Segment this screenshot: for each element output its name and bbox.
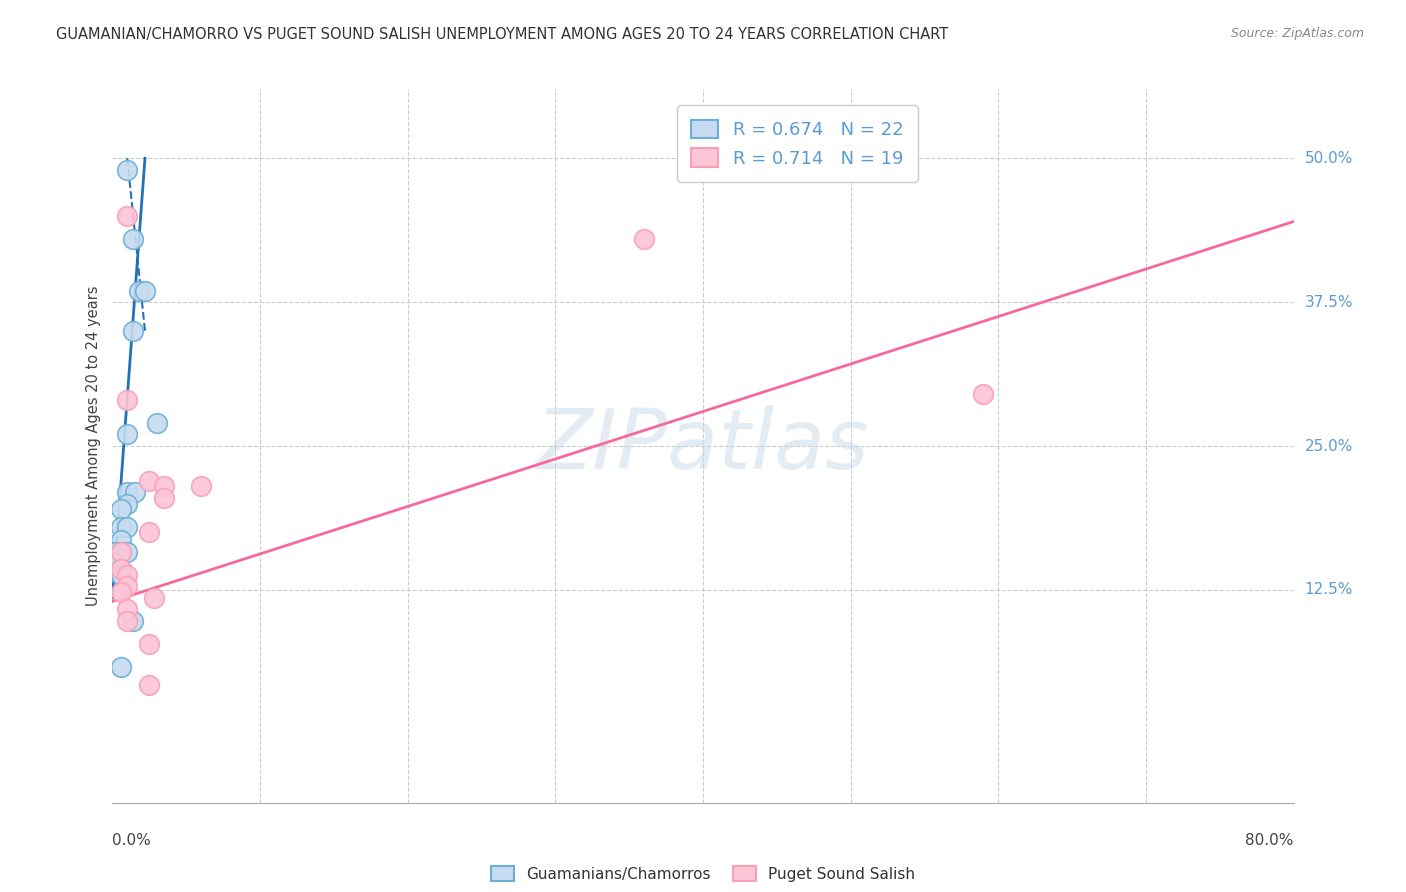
Text: 37.5%: 37.5% [1305, 294, 1353, 310]
Point [117, 162, 138, 177]
Text: 25.0%: 25.0% [1305, 439, 1353, 453]
Point [973, 387, 995, 401]
Point [117, 602, 138, 616]
Point [122, 324, 145, 338]
Point [117, 568, 138, 582]
Point [110, 562, 132, 576]
Point [124, 485, 146, 500]
Text: 80.0%: 80.0% [1246, 833, 1294, 848]
Point [138, 637, 160, 651]
Point [110, 585, 132, 599]
Legend: Guamanians/Chamorros, Puget Sound Salish: Guamanians/Chamorros, Puget Sound Salish [485, 860, 921, 888]
Point [117, 485, 138, 500]
Point [117, 427, 138, 442]
Point [138, 525, 160, 540]
Text: ZIPatlas: ZIPatlas [536, 406, 870, 486]
Point [117, 392, 138, 407]
Point [117, 545, 138, 559]
Point [138, 678, 160, 692]
Point [104, 557, 127, 571]
Point [117, 209, 138, 223]
Point [122, 614, 145, 628]
Point [122, 232, 145, 246]
Point [110, 568, 132, 582]
Point [110, 533, 132, 548]
Point [134, 284, 156, 298]
Point [153, 479, 176, 493]
Point [110, 519, 132, 533]
Text: 12.5%: 12.5% [1305, 582, 1353, 598]
Point [117, 519, 138, 533]
Point [104, 545, 127, 559]
Point [110, 545, 132, 559]
Point [110, 660, 132, 674]
Text: 50.0%: 50.0% [1305, 151, 1353, 166]
Point [110, 545, 132, 559]
Point [117, 614, 138, 628]
Text: Source: ZipAtlas.com: Source: ZipAtlas.com [1230, 27, 1364, 40]
Point [146, 416, 169, 430]
Point [190, 479, 212, 493]
Point [117, 579, 138, 593]
Y-axis label: Unemployment Among Ages 20 to 24 years: Unemployment Among Ages 20 to 24 years [86, 285, 101, 607]
Point [142, 591, 165, 605]
Text: GUAMANIAN/CHAMORRO VS PUGET SOUND SALISH UNEMPLOYMENT AMONG AGES 20 TO 24 YEARS : GUAMANIAN/CHAMORRO VS PUGET SOUND SALISH… [56, 27, 949, 42]
Point [633, 232, 655, 246]
Text: 0.0%: 0.0% [112, 833, 152, 848]
Point [117, 497, 138, 511]
Point [110, 502, 132, 516]
Point [138, 474, 160, 488]
Point [128, 284, 150, 298]
Point [110, 562, 132, 576]
Point [153, 491, 176, 505]
